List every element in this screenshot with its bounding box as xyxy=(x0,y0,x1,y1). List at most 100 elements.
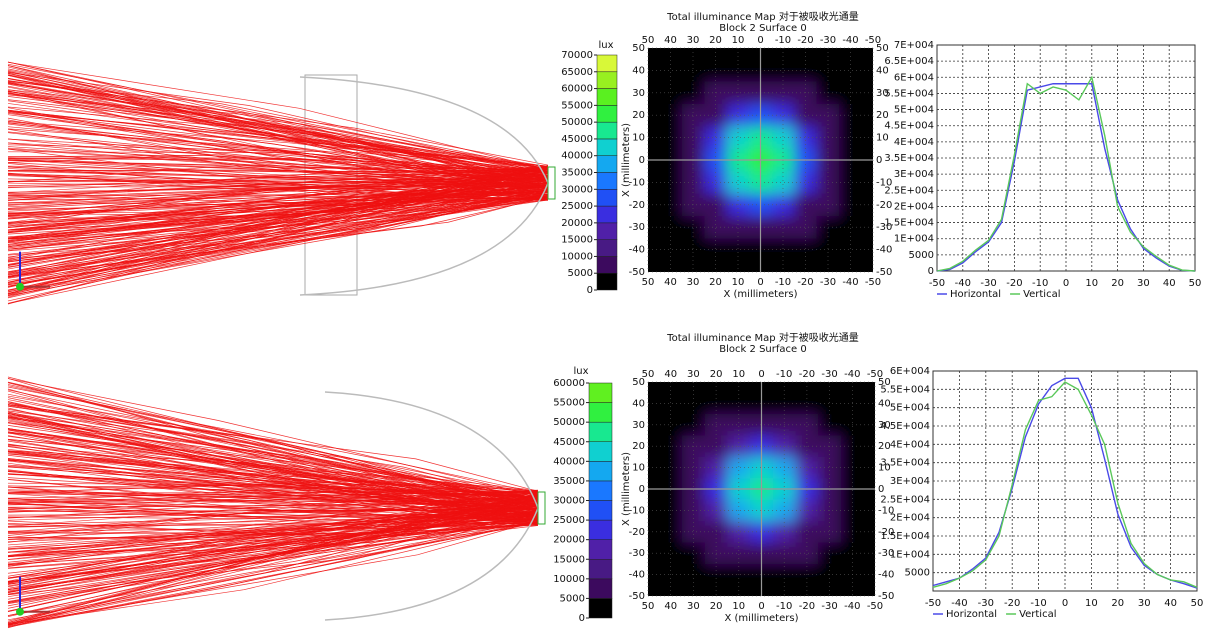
heatmap-cell xyxy=(771,48,795,60)
heatmap-cell xyxy=(771,59,795,83)
ray xyxy=(7,94,549,170)
y-tick-label: 3.5E+004 xyxy=(880,458,930,469)
y-tick-label: 4E+004 xyxy=(894,137,934,148)
heatmap-cell xyxy=(659,171,683,195)
heatmap-cell xyxy=(659,456,683,479)
ray xyxy=(7,148,549,201)
y-tick-label: -30 xyxy=(878,548,894,559)
y-tick-label: -10 xyxy=(876,177,892,188)
ray xyxy=(7,82,549,169)
heatmap-cell xyxy=(771,81,795,105)
colorbar-tick-label: 35000 xyxy=(561,168,593,179)
detector xyxy=(537,491,546,525)
x-tick-label: 50 xyxy=(642,35,655,46)
heatmap-cell xyxy=(795,392,819,415)
ray xyxy=(7,144,549,173)
colorbar-segment xyxy=(596,189,618,207)
heatmap-cell xyxy=(659,260,683,272)
heatmap-cell xyxy=(704,382,728,394)
ray xyxy=(7,168,549,243)
ray xyxy=(7,184,549,278)
y-tick-label: -20 xyxy=(629,527,645,538)
ray xyxy=(7,154,549,173)
ray xyxy=(7,451,539,494)
x-tick-label: 40 xyxy=(664,277,677,288)
colorbar-segment xyxy=(596,155,618,173)
y-axis-label: X (millimeters) xyxy=(621,123,632,197)
x-tick-label: 0 xyxy=(758,601,764,612)
heatmap-cell xyxy=(726,104,750,127)
heatmap-cell xyxy=(772,382,797,394)
heatmap-cell xyxy=(681,238,705,262)
colorbar-tick-label: 50000 xyxy=(553,417,585,428)
heatmap-cell xyxy=(861,81,873,105)
y-tick-label: -10 xyxy=(878,505,894,516)
ray xyxy=(7,520,539,565)
x-tick-label: -40 xyxy=(844,369,860,380)
ray xyxy=(7,520,539,625)
y-tick-label: 20 xyxy=(632,441,645,452)
x-tick-label: 50 xyxy=(1191,598,1204,609)
heatmap-cell xyxy=(840,382,865,394)
ray xyxy=(7,404,539,492)
heatmap-cell xyxy=(861,126,873,150)
x-tick-label: -50 xyxy=(865,277,881,288)
chart-subtitle: Block 2 Surface 0 xyxy=(719,344,806,355)
heatmap-cell xyxy=(863,382,875,394)
colorbar-segment xyxy=(588,382,613,403)
ray xyxy=(7,199,549,231)
heatmap-cell xyxy=(726,260,750,272)
heatmap-cell xyxy=(726,81,750,105)
y-tick-label: 0 xyxy=(876,155,882,166)
heatmap-cell xyxy=(659,193,683,217)
x-tick-label: -50 xyxy=(865,35,881,46)
colorbar-segment xyxy=(596,272,618,291)
y-tick-label: 30 xyxy=(632,88,645,99)
x-tick-label: -10 xyxy=(1032,278,1048,289)
ray xyxy=(7,420,539,492)
heatmap-cell xyxy=(704,193,728,217)
colorbar-segment xyxy=(588,539,613,560)
heatmap-cell xyxy=(704,171,728,195)
y-tick-label: -20 xyxy=(878,527,894,538)
y-tick-label: 40 xyxy=(632,398,645,409)
ray xyxy=(7,507,539,524)
y-tick-label: 3.5E+004 xyxy=(884,153,934,164)
y-tick-label: 50 xyxy=(632,377,645,388)
heatmap-cell xyxy=(818,382,842,394)
ray xyxy=(7,171,549,181)
y-tick-label: -50 xyxy=(878,591,894,602)
ray xyxy=(7,184,549,248)
x-tick-label: -30 xyxy=(821,601,837,612)
ray xyxy=(7,381,539,503)
heatmap-cell xyxy=(727,542,751,565)
x-tick-label: 40 xyxy=(664,601,677,612)
ray xyxy=(7,503,539,604)
ray xyxy=(7,520,539,628)
colorbar-tick-label: 0 xyxy=(579,613,585,624)
heatmap-cell xyxy=(704,216,728,239)
ray xyxy=(7,194,549,224)
heatmap-cell xyxy=(681,81,705,105)
y-tick-label: 40 xyxy=(878,398,891,409)
heatmap-cell xyxy=(771,193,795,217)
ray xyxy=(7,498,539,521)
ray xyxy=(7,119,549,200)
ray xyxy=(7,196,549,278)
heatmap-cell xyxy=(648,392,660,415)
ray xyxy=(7,522,539,557)
y-tick-label: 5000 xyxy=(905,568,930,579)
heatmap-cell xyxy=(704,126,728,150)
heatmap-cell xyxy=(648,521,660,543)
ray xyxy=(7,168,549,223)
ray xyxy=(7,497,539,543)
heatmap-cell xyxy=(863,414,875,436)
colorbar-tick-label: 60000 xyxy=(561,84,593,95)
colorbar-tick-label: 25000 xyxy=(561,201,593,212)
ray xyxy=(7,405,539,499)
heatmap-cell xyxy=(648,260,660,272)
colorbar-title: lux xyxy=(598,40,613,51)
ray xyxy=(7,508,539,550)
ray xyxy=(7,174,549,219)
heatmap-cell xyxy=(839,193,863,217)
